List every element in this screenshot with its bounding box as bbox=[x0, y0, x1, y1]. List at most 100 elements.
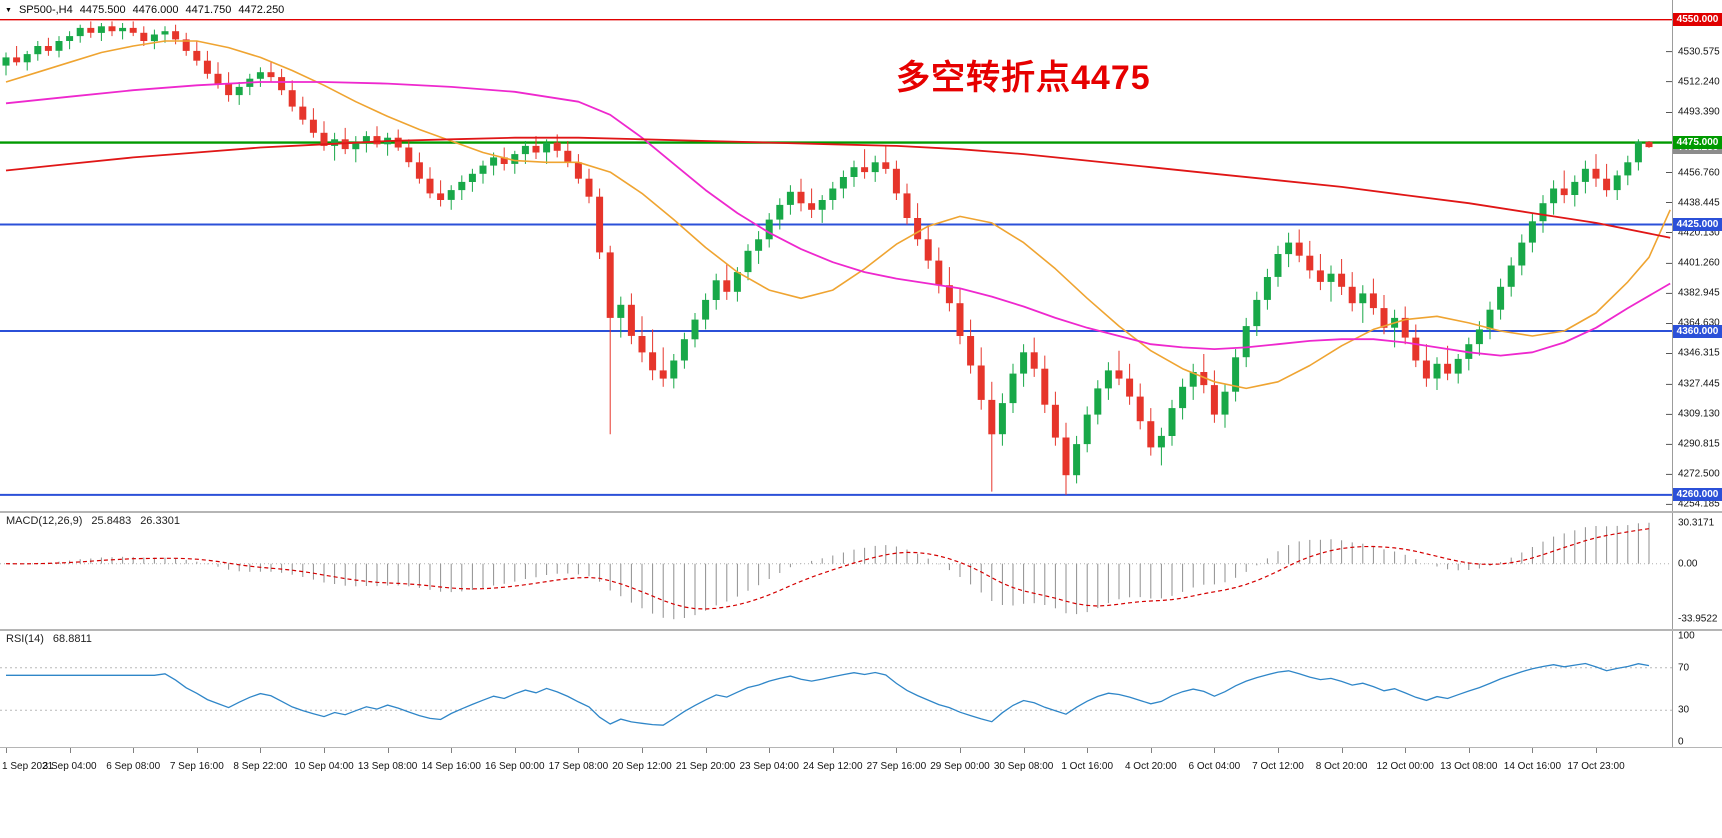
candle-body bbox=[574, 162, 582, 179]
candle-body bbox=[426, 178, 434, 194]
candle-body bbox=[1020, 352, 1028, 374]
time-axis-label: 6 Oct 04:00 bbox=[1188, 761, 1241, 772]
candle-body bbox=[256, 72, 264, 79]
time-tick-mark bbox=[1532, 748, 1534, 753]
candle-body bbox=[1242, 326, 1250, 358]
macd-signal-line bbox=[5, 528, 1650, 610]
time-axis-label: 17 Oct 23:00 bbox=[1567, 761, 1625, 772]
candle-body bbox=[1528, 221, 1536, 243]
time-axis-label: 12 Oct 00:00 bbox=[1376, 761, 1434, 772]
candle-body bbox=[1338, 273, 1346, 287]
ma-magenta-line[interactable] bbox=[5, 81, 1671, 357]
time-tick-mark bbox=[514, 748, 516, 753]
candle-body bbox=[1253, 299, 1261, 327]
candle-body bbox=[1083, 414, 1091, 445]
candle-body bbox=[998, 403, 1006, 435]
candle-body bbox=[447, 190, 455, 200]
candle-body bbox=[34, 46, 42, 55]
time-axis-label: 10 Sep 04:00 bbox=[294, 761, 354, 772]
panel-separator-macd[interactable] bbox=[0, 511, 1722, 513]
macd-axis-label: 30.3171 bbox=[1678, 517, 1715, 529]
candle-body bbox=[818, 200, 826, 210]
time-tick-mark bbox=[1468, 748, 1470, 753]
candle-body bbox=[479, 165, 487, 174]
candle-body bbox=[97, 26, 105, 33]
time-tick-mark bbox=[832, 748, 834, 753]
candle-body bbox=[1189, 372, 1197, 387]
macd-indicator-readout: MACD(12,26,9) 25.8483 26.3301 bbox=[6, 515, 180, 527]
rsi-axis-label: 0 bbox=[1678, 736, 1684, 748]
candle-body bbox=[1369, 293, 1377, 309]
candle-body bbox=[670, 360, 678, 379]
rsi-panel-canvas[interactable] bbox=[0, 630, 1674, 748]
macd-axis-label: -33.9522 bbox=[1678, 613, 1718, 625]
candle-body bbox=[1422, 360, 1430, 379]
time-tick-mark bbox=[1214, 748, 1216, 753]
time-tick-mark bbox=[1278, 748, 1279, 753]
ma-red-line[interactable] bbox=[5, 136, 1671, 239]
candle-body bbox=[585, 178, 593, 197]
candle-body bbox=[596, 196, 604, 253]
macd-panel-canvas[interactable] bbox=[0, 512, 1674, 630]
candle-body bbox=[1507, 265, 1515, 287]
candle-body bbox=[55, 41, 63, 51]
time-tick-mark bbox=[133, 748, 135, 753]
candle-body bbox=[172, 31, 180, 40]
candle-body bbox=[617, 304, 625, 318]
price-chart-canvas[interactable] bbox=[0, 0, 1674, 512]
candle-body bbox=[977, 365, 985, 400]
candle-body bbox=[108, 26, 116, 32]
candle-body bbox=[1030, 352, 1038, 369]
time-axis-label: 1 Oct 16:00 bbox=[1061, 761, 1114, 772]
candle-body bbox=[331, 139, 339, 146]
level-price-label: 4360.000 bbox=[1673, 324, 1722, 338]
macd-signal-value: 26.3301 bbox=[140, 515, 180, 527]
candle-body bbox=[882, 162, 890, 169]
time-axis-label: 17 Sep 08:00 bbox=[548, 761, 609, 772]
candle-body bbox=[892, 168, 900, 194]
candle-body bbox=[352, 142, 360, 150]
annotation-text[interactable]: 多空转折点4475 bbox=[896, 59, 1151, 97]
time-tick-mark bbox=[451, 748, 453, 753]
candle-body bbox=[468, 173, 476, 182]
candle-body bbox=[437, 193, 445, 200]
price-tick-label: 4401.260 bbox=[1678, 257, 1720, 269]
candle-body bbox=[44, 46, 52, 51]
rsi-label: RSI(14) bbox=[6, 633, 44, 645]
candle-body bbox=[267, 72, 275, 78]
time-axis-label: 29 Sep 00:00 bbox=[930, 761, 990, 772]
time-axis-label: 14 Oct 16:00 bbox=[1503, 761, 1562, 772]
time-axis-label: 4 Oct 20:00 bbox=[1124, 761, 1177, 772]
candle-body bbox=[935, 260, 943, 286]
candle-body bbox=[1603, 178, 1611, 191]
symbol-ohlc-readout: ▼ SP500-,H4 4475.500 4476.000 4471.750 4… bbox=[5, 4, 284, 16]
candle-body bbox=[1115, 370, 1123, 379]
candle-body bbox=[1539, 203, 1547, 222]
candle-body bbox=[1168, 408, 1176, 436]
ohlc-low: 4471.750 bbox=[185, 4, 232, 16]
panel-separator-rsi[interactable] bbox=[0, 629, 1722, 631]
candle-body bbox=[1147, 421, 1155, 448]
time-axis-label: 27 Sep 16:00 bbox=[866, 761, 927, 772]
candle-body bbox=[543, 142, 551, 153]
candle-body bbox=[1316, 270, 1324, 282]
candle-body bbox=[1433, 363, 1441, 379]
ma-orange-line[interactable] bbox=[5, 40, 1671, 390]
symbol-marker-icon: ▼ bbox=[5, 6, 12, 14]
candle-body bbox=[521, 145, 529, 155]
rsi-axis[interactable]: 100 70 30 0 bbox=[1673, 630, 1722, 748]
candle-body bbox=[1263, 277, 1271, 300]
candle-body bbox=[23, 54, 31, 63]
candle-body bbox=[490, 157, 498, 166]
time-axis-label: 20 Sep 12:00 bbox=[612, 761, 672, 772]
time-axis-label: 24 Sep 12:00 bbox=[803, 761, 863, 772]
macd-axis[interactable]: 30.3171 0.00 -33.9522 bbox=[1673, 512, 1722, 629]
price-tick-label: 4493.390 bbox=[1678, 106, 1720, 118]
price-axis[interactable]: 4530.575 4512.240 4493.390 4456.760 4438.445… bbox=[1673, 0, 1722, 511]
candle-body bbox=[914, 218, 922, 240]
time-axis-label: 13 Oct 08:00 bbox=[1440, 761, 1498, 772]
macd-main-value: 25.8483 bbox=[91, 515, 132, 527]
candle-body bbox=[182, 39, 190, 51]
time-axis[interactable]: 1 Sep 2021 3 Sep 04:00 6 Sep 08:00 7 Sep 16… bbox=[0, 748, 1722, 838]
candle-body bbox=[1624, 162, 1632, 176]
